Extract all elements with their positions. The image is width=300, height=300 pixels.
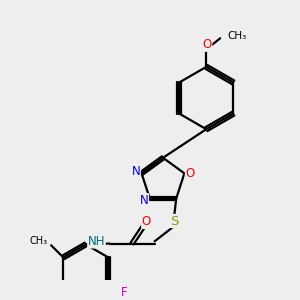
Text: S: S	[170, 214, 178, 227]
Text: O: O	[202, 38, 212, 51]
Text: O: O	[142, 215, 151, 228]
Text: CH₃: CH₃	[227, 31, 246, 41]
Text: CH₃: CH₃	[29, 236, 48, 246]
Text: F: F	[121, 286, 128, 299]
Text: N: N	[132, 165, 140, 178]
Text: O: O	[185, 167, 195, 180]
Text: NH: NH	[88, 235, 105, 248]
Text: N: N	[140, 194, 148, 207]
